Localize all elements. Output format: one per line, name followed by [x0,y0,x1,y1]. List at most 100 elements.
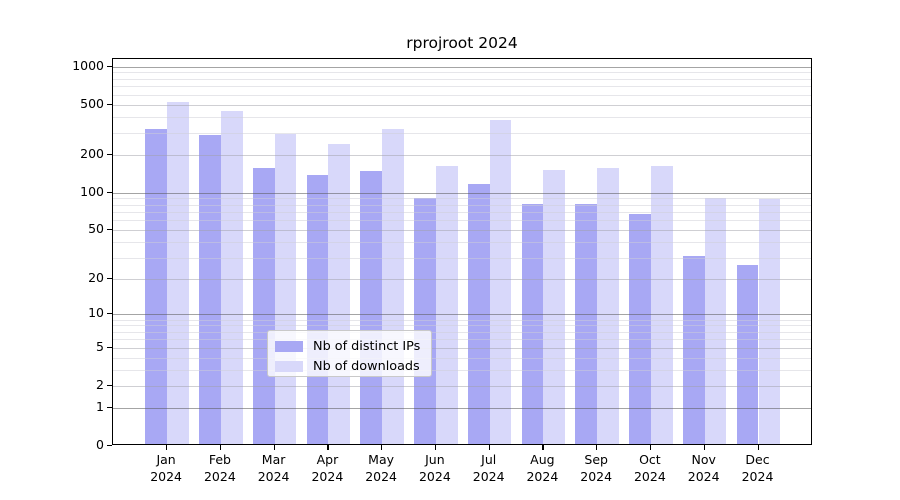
bar-nb-of-downloads-aug [543,170,566,444]
x-label-jul: Jul 2024 [472,452,505,484]
gridline-6 [113,339,811,341]
bar-nb-of-distinct-ips-jul [467,184,490,444]
legend-label: Nb of downloads [313,358,420,374]
gridline-40 [113,242,811,244]
gridline-900 [113,72,811,74]
x-tick-jan [166,445,168,450]
x-label-jan: Jan 2024 [150,452,182,484]
x-tick-sep [596,445,598,450]
bar-nb-of-distinct-ips-jun [414,197,436,444]
y-tick-1 [107,406,112,409]
x-tick-aug [542,445,544,450]
gridline-7 [113,331,811,333]
x-tick-nov [703,445,705,450]
bar-nb-of-downloads-jul [489,119,512,444]
legend: Nb of distinct IPs Nb of downloads [267,330,432,377]
gridline-400 [113,116,811,118]
gridline-1000 [113,66,811,68]
y-tick-label-20: 20 [88,269,104,285]
bar-nb-of-downloads-nov [704,197,727,444]
gridline-9 [113,319,811,321]
y-tick-label-0: 0 [96,437,104,452]
bar-nb-of-downloads-dec [758,199,781,444]
gridline-3 [113,369,811,371]
bar-nb-of-distinct-ips-apr [306,174,329,444]
bar-nb-of-downloads-sep [597,167,619,444]
bar-nb-of-distinct-ips-feb [199,134,221,444]
bar-nb-of-downloads-mar [274,134,297,444]
gridline-600 [113,94,811,96]
bar-nb-of-downloads-jan [167,102,189,444]
gridline-80 [113,204,811,206]
legend-swatch-icon [275,360,303,372]
x-tick-apr [327,445,329,450]
gridline-20 [113,278,811,280]
gridline-60 [113,220,811,222]
x-tick-jun [434,445,437,450]
y-tick-0 [107,445,112,447]
y-tick-label-5: 5 [96,338,104,354]
bar-nb-of-distinct-ips-mar [252,167,275,444]
x-label-apr: Apr 2024 [311,452,344,484]
gridline-90 [113,198,811,200]
bar-nb-of-downloads-jun [435,166,458,444]
legend-entry-0: Nb of distinct IPs [275,338,425,354]
x-tick-jul [488,445,490,450]
y-tick-50 [107,229,112,231]
x-label-oct: Oct 2024 [633,452,666,484]
chart-title: rprojroot 2024 [406,34,518,52]
legend-label: Nb of distinct IPs [313,338,421,354]
bar-nb-of-distinct-ips-aug [521,204,544,444]
x-tick-mar [273,445,275,450]
gridline-500 [113,104,811,106]
y-tick-label-10: 10 [88,305,104,321]
y-tick-label-50: 50 [88,221,104,237]
bar-nb-of-distinct-ips-jan [145,128,168,444]
y-tick-100 [107,191,112,193]
x-label-sep: Sep 2024 [580,452,613,484]
bar-nb-of-downloads-feb [220,110,243,444]
x-label-feb: Feb 2024 [203,452,236,484]
y-tick-2 [107,384,112,386]
y-tick-label-1: 1 [96,398,104,414]
gridline-4 [113,357,811,359]
gridline-50 [113,230,811,232]
x-label-aug: Aug 2024 [526,452,559,484]
bar-nb-of-downloads-apr [328,143,351,444]
x-label-nov: Nov 2024 [687,452,720,484]
bar-nb-of-distinct-ips-sep [575,204,598,444]
bar-nb-of-downloads-oct [650,166,673,444]
x-label-mar: Mar 2024 [257,452,290,484]
gridline-200 [113,154,811,156]
y-tick-200 [107,153,112,155]
bar-nb-of-downloads-may [382,129,404,444]
gridline-70 [113,212,811,213]
gridline-100 [113,192,811,194]
y-tick-label-1000: 1000 [72,57,104,73]
x-tick-oct [649,445,652,450]
y-tick-label-200: 200 [80,145,104,161]
bar-nb-of-distinct-ips-oct [629,214,651,444]
bar-nb-of-distinct-ips-dec [736,265,759,444]
gridline-700 [113,86,811,88]
y-tick-20 [107,277,112,279]
gridline-2 [113,385,811,387]
gridline-5 [113,347,811,349]
bar-nb-of-distinct-ips-nov [682,255,705,444]
gridline-1 [113,407,811,409]
y-tick-10 [107,313,112,315]
x-tick-dec [757,445,759,450]
y-tick-label-100: 100 [80,183,104,199]
y-tick-label-500: 500 [80,95,104,111]
gridline-8 [113,325,811,327]
y-tick-1000 [107,65,112,67]
legend-swatch-icon [275,340,303,352]
gridline-800 [113,78,811,80]
gridline-30 [113,257,811,259]
gridline-300 [113,132,811,134]
y-tick-500 [107,103,112,105]
legend-entry-1: Nb of downloads [275,358,425,374]
y-tick-5 [107,346,112,348]
x-label-dec: Dec 2024 [741,452,774,484]
